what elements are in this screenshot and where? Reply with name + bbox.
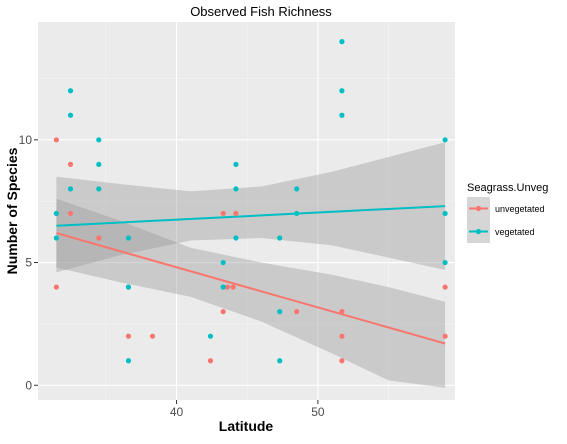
point-vegetated bbox=[54, 235, 59, 240]
point-unvegetated bbox=[339, 334, 344, 339]
point-unvegetated bbox=[294, 309, 299, 314]
x-tick-label: 40 bbox=[170, 405, 184, 419]
point-vegetated bbox=[443, 260, 448, 265]
point-unvegetated bbox=[68, 162, 73, 167]
point-vegetated bbox=[221, 284, 226, 289]
legend-point-unvegetated bbox=[476, 206, 481, 211]
point-vegetated bbox=[68, 113, 73, 118]
point-vegetated bbox=[294, 186, 299, 191]
point-unvegetated bbox=[339, 309, 344, 314]
point-vegetated bbox=[233, 186, 238, 191]
point-vegetated bbox=[96, 137, 101, 142]
legend-point-vegetated bbox=[476, 229, 481, 234]
point-vegetated bbox=[96, 162, 101, 167]
point-vegetated bbox=[96, 186, 101, 191]
point-vegetated bbox=[277, 358, 282, 363]
x-axis-label: Latitude bbox=[219, 418, 274, 434]
point-unvegetated bbox=[339, 358, 344, 363]
point-vegetated bbox=[233, 235, 238, 240]
point-vegetated bbox=[443, 137, 448, 142]
point-unvegetated bbox=[54, 137, 59, 142]
point-vegetated bbox=[339, 113, 344, 118]
point-vegetated bbox=[68, 186, 73, 191]
point-vegetated bbox=[208, 334, 213, 339]
point-vegetated bbox=[233, 162, 238, 167]
point-vegetated bbox=[294, 211, 299, 216]
legend-label-unvegetated: unvegetated bbox=[495, 204, 545, 214]
point-vegetated bbox=[126, 358, 131, 363]
y-axis-label: Number of Species bbox=[4, 147, 20, 274]
y-tick-label: 0 bbox=[25, 378, 32, 392]
point-vegetated bbox=[339, 88, 344, 93]
point-unvegetated bbox=[233, 211, 238, 216]
point-vegetated bbox=[443, 211, 448, 216]
point-unvegetated bbox=[443, 284, 448, 289]
point-vegetated bbox=[126, 235, 131, 240]
point-unvegetated bbox=[208, 358, 213, 363]
point-vegetated bbox=[339, 39, 344, 44]
point-unvegetated bbox=[150, 334, 155, 339]
point-vegetated bbox=[126, 284, 131, 289]
point-unvegetated bbox=[230, 284, 235, 289]
chart-title: Observed Fish Richness bbox=[190, 4, 332, 19]
point-vegetated bbox=[277, 309, 282, 314]
x-tick-label: 50 bbox=[311, 405, 325, 419]
point-unvegetated bbox=[68, 211, 73, 216]
point-vegetated bbox=[277, 235, 282, 240]
legend-label-vegetated: vegetated bbox=[495, 227, 535, 237]
point-unvegetated bbox=[126, 334, 131, 339]
point-unvegetated bbox=[221, 309, 226, 314]
point-unvegetated bbox=[54, 284, 59, 289]
point-vegetated bbox=[68, 88, 73, 93]
point-vegetated bbox=[54, 211, 59, 216]
y-tick-label: 5 bbox=[25, 256, 32, 270]
point-unvegetated bbox=[443, 334, 448, 339]
point-vegetated bbox=[221, 260, 226, 265]
point-unvegetated bbox=[96, 235, 101, 240]
point-unvegetated bbox=[221, 211, 226, 216]
y-tick-label: 10 bbox=[19, 133, 33, 147]
legend-title: Seagrass.Unveg bbox=[467, 182, 548, 194]
